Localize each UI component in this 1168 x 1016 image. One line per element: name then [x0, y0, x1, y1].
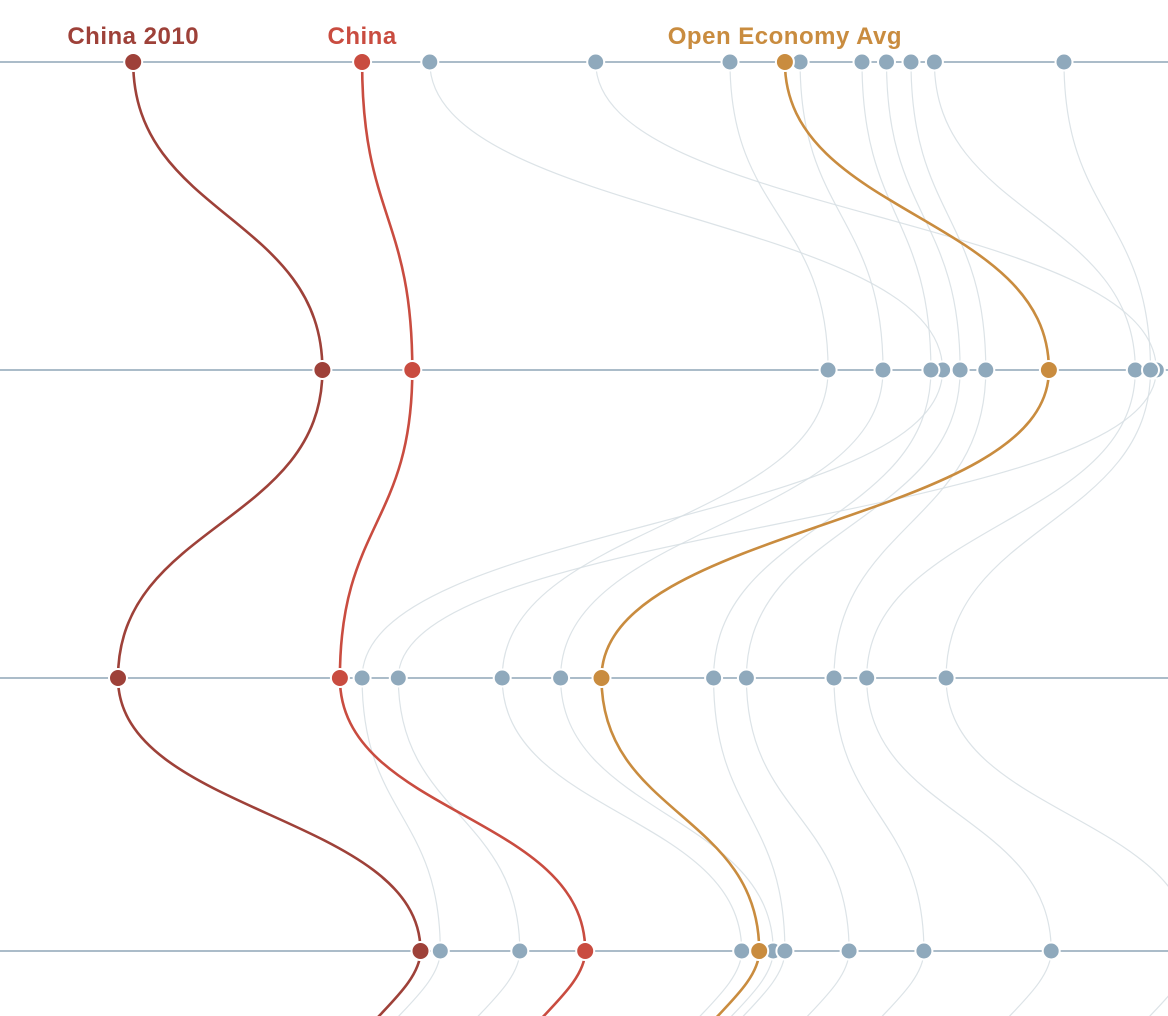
background-point[interactable] — [976, 360, 996, 380]
series-line-china-2010[interactable] — [116, 60, 422, 1016]
series-label-china-2010: China 2010 — [67, 23, 199, 50]
background-point[interactable] — [492, 668, 512, 688]
background-point[interactable] — [732, 941, 752, 961]
background-point[interactable] — [901, 52, 921, 72]
background-point[interactable] — [510, 941, 530, 961]
series-point-open-economy-avg[interactable] — [591, 668, 612, 688]
background-point[interactable] — [388, 668, 408, 688]
series-point-open-economy-avg[interactable] — [774, 52, 795, 72]
series-point-china[interactable] — [402, 360, 423, 380]
series-point-open-economy-avg[interactable] — [1038, 360, 1059, 380]
background-point[interactable] — [852, 52, 872, 72]
background-point[interactable] — [775, 941, 795, 961]
background-point[interactable] — [1041, 941, 1061, 961]
background-point[interactable] — [824, 668, 844, 688]
axis-lines — [0, 61, 1168, 952]
series-point-china-2010[interactable] — [410, 941, 431, 961]
background-point[interactable] — [551, 668, 571, 688]
background-point[interactable] — [1054, 52, 1074, 72]
background-point[interactable] — [924, 52, 944, 72]
background-series-lines — [361, 61, 1168, 1016]
series-labels: China 2010 China Open Economy Avg — [67, 23, 902, 50]
background-point[interactable] — [839, 941, 859, 961]
background-series-line — [945, 61, 1168, 1016]
background-series-points — [352, 52, 1166, 961]
background-point[interactable] — [818, 360, 838, 380]
background-point[interactable] — [857, 668, 877, 688]
highlighted-series-points — [108, 52, 1059, 961]
series-point-china[interactable] — [575, 941, 596, 961]
background-series-line — [866, 61, 1136, 1016]
background-point[interactable] — [736, 668, 756, 688]
background-point[interactable] — [352, 668, 372, 688]
series-point-open-economy-avg[interactable] — [749, 941, 770, 961]
series-point-china-2010[interactable] — [123, 52, 144, 72]
background-point[interactable] — [950, 360, 970, 380]
series-label-china: China — [328, 23, 397, 50]
background-point[interactable] — [586, 52, 606, 72]
background-series-line — [361, 61, 944, 1016]
series-point-china-2010[interactable] — [312, 360, 333, 380]
background-point[interactable] — [873, 360, 893, 380]
background-point[interactable] — [914, 941, 934, 961]
background-series-line — [833, 61, 987, 1016]
background-point[interactable] — [921, 360, 941, 380]
series-point-china[interactable] — [352, 52, 373, 72]
background-point[interactable] — [1141, 360, 1160, 380]
background-point[interactable] — [877, 52, 896, 72]
series-point-china-2010[interactable] — [108, 668, 128, 688]
background-point[interactable] — [704, 668, 724, 688]
background-point[interactable] — [936, 668, 956, 688]
highlighted-series-lines — [116, 60, 1051, 1016]
background-point[interactable] — [720, 52, 740, 72]
background-point[interactable] — [420, 52, 440, 72]
background-point[interactable] — [430, 941, 450, 961]
series-point-china[interactable] — [329, 668, 350, 688]
series-line-open-economy-avg[interactable] — [600, 60, 1051, 1016]
background-series-line — [397, 61, 1157, 1016]
series-label-open-economy-avg: Open Economy Avg — [668, 23, 902, 50]
